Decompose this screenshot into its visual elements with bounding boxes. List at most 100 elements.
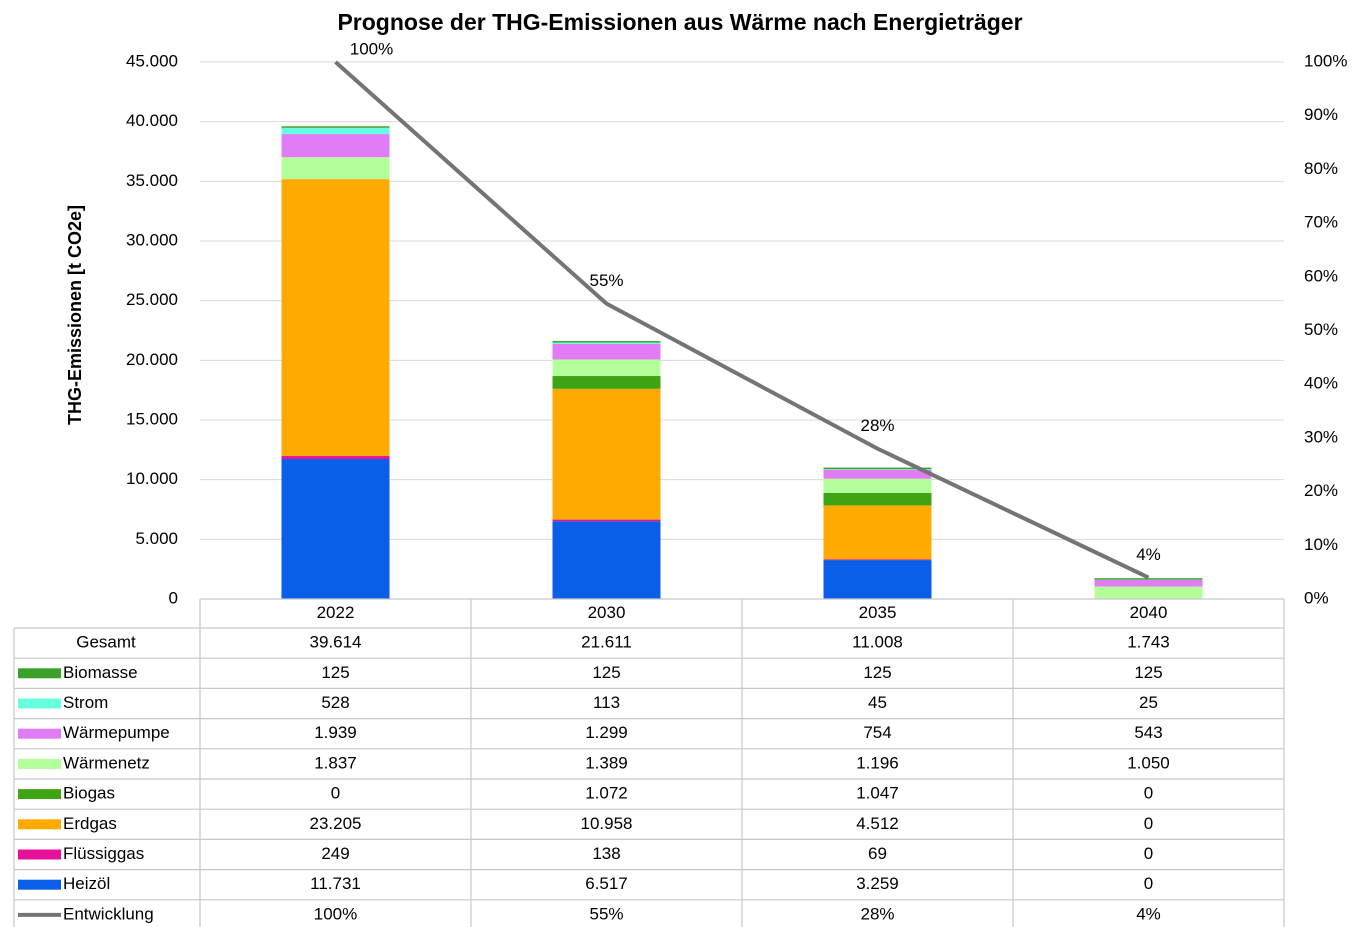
legend-key — [18, 668, 61, 679]
bar-segment — [281, 134, 390, 158]
table-cell: 10.958 — [581, 814, 633, 833]
y2-tick-label: 10% — [1304, 535, 1338, 554]
table-cell: 3.259 — [856, 874, 899, 893]
y2-tick-label: 100% — [1304, 51, 1347, 70]
bar-segment — [552, 521, 661, 599]
table-cell: 1.299 — [585, 723, 628, 742]
bar-segment — [552, 519, 661, 522]
y-tick-label: 10.000 — [126, 469, 178, 488]
bar-segment — [281, 179, 390, 457]
table-cell: 1.047 — [856, 784, 899, 803]
y-tick-label: 45.000 — [126, 51, 178, 70]
y2-tick-label: 80% — [1304, 159, 1338, 178]
y-tick-label: 35.000 — [126, 171, 178, 190]
line-data-label: 55% — [589, 271, 623, 290]
y-tick-label: 30.000 — [126, 230, 178, 249]
table-cell: 28% — [860, 904, 894, 923]
table-cell: 11.008 — [852, 633, 903, 652]
table-cell: 249 — [321, 844, 349, 863]
legend-key — [18, 698, 61, 709]
legend-label: Heizöl — [63, 874, 110, 893]
table-cell: 21.611 — [581, 633, 632, 652]
y2-tick-label: 60% — [1304, 266, 1338, 285]
table-cell: 0 — [331, 784, 340, 803]
table-cell: 100% — [314, 904, 357, 923]
table-cell: 528 — [321, 693, 349, 712]
bar-segment — [823, 467, 932, 470]
line-data-label: 4% — [1136, 545, 1161, 564]
y-tick-label: 40.000 — [126, 111, 178, 130]
chart-title: Prognose der THG-Emissionen aus Wärme na… — [337, 9, 1022, 35]
bar-segment — [281, 126, 390, 128]
legend-key — [18, 758, 61, 769]
table-cell: 1.837 — [314, 753, 357, 772]
y2-tick-label: 50% — [1304, 320, 1338, 339]
bar-segment — [823, 469, 932, 470]
bar-segment — [823, 478, 932, 493]
bar-segment — [281, 157, 390, 180]
bar-segment — [823, 559, 932, 561]
table-cell: 39.614 — [310, 633, 362, 652]
legend-key — [18, 728, 61, 739]
x-tick-label: 2035 — [859, 603, 897, 622]
table-cell: 1.389 — [585, 753, 628, 772]
y2-tick-label: 70% — [1304, 213, 1338, 232]
legend-label: Erdgas — [63, 814, 117, 833]
table-cell: 113 — [593, 693, 620, 712]
table-cell: 1.939 — [314, 723, 357, 742]
bar-segment — [552, 376, 661, 389]
table-cell: 1.196 — [856, 753, 899, 772]
table-cell: 6.517 — [585, 874, 628, 893]
legend-label: Biomasse — [63, 663, 138, 682]
legend-label: Wärmepumpe — [63, 723, 170, 742]
y-tick-label: 15.000 — [126, 409, 178, 428]
legend-key — [18, 879, 61, 890]
bar-segment — [281, 459, 390, 599]
y2-tick-label: 20% — [1304, 481, 1338, 500]
table-cell: 138 — [592, 844, 620, 863]
bar-segment — [823, 560, 932, 599]
bar-segment — [281, 456, 390, 460]
x-tick-label: 2040 — [1130, 603, 1168, 622]
bar-segment — [1094, 578, 1203, 580]
legend-key — [18, 789, 61, 800]
table-cell: 125 — [863, 663, 891, 682]
y2-tick-label: 30% — [1304, 427, 1338, 446]
y2-tick-label: 90% — [1304, 105, 1338, 124]
bar-segment — [552, 388, 661, 520]
bar-segment — [552, 341, 661, 343]
table-cell: 11.731 — [310, 874, 361, 893]
bar-segment — [823, 469, 932, 479]
x-tick-label: 2030 — [588, 603, 626, 622]
table-cell: 25 — [1139, 693, 1158, 712]
table-cell: 0 — [1144, 874, 1153, 893]
table-cell: 69 — [868, 844, 887, 863]
y-tick-label: 5.000 — [135, 529, 178, 548]
line-data-label: 100% — [350, 39, 393, 58]
table-cell: 125 — [1134, 663, 1162, 682]
table-cell: 23.205 — [310, 814, 362, 833]
legend-label: Flüssiggas — [63, 844, 144, 863]
table-cell: 125 — [321, 663, 349, 682]
table-cell: 45 — [868, 693, 887, 712]
legend-key — [18, 819, 61, 830]
table-row-label: Gesamt — [76, 633, 136, 652]
table-cell: 4% — [1136, 904, 1161, 923]
bar-segment — [552, 343, 661, 360]
legend-label: Strom — [63, 693, 108, 712]
bar-segment — [552, 359, 661, 377]
table-cell: 0 — [1144, 814, 1153, 833]
bar-segment — [823, 492, 932, 506]
line-series — [334, 60, 1150, 580]
y-tick-label: 25.000 — [126, 290, 178, 309]
table-cell: 1.743 — [1127, 633, 1170, 652]
legend-key — [18, 849, 61, 860]
y2-tick-label: 0% — [1304, 588, 1329, 607]
table-cell: 1.050 — [1127, 753, 1170, 772]
legend-label: Biogas — [63, 784, 115, 803]
table-cell: 754 — [863, 723, 891, 742]
y-tick-label: 20.000 — [126, 350, 178, 369]
table-cell: 0 — [1144, 844, 1153, 863]
